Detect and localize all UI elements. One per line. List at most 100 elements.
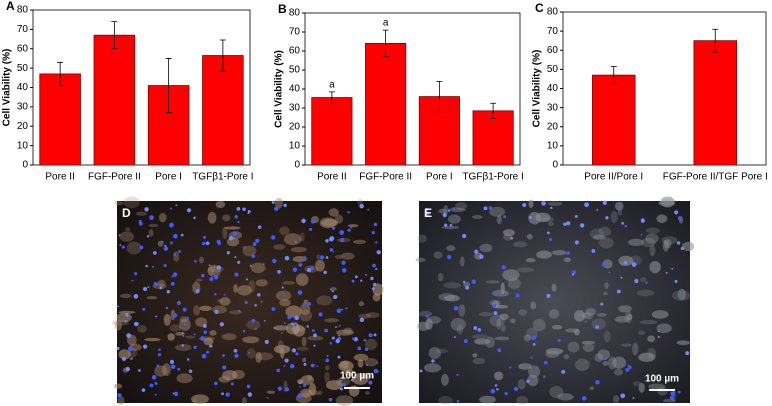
nucleus [128, 346, 133, 352]
texture [334, 214, 344, 224]
nucleus [462, 233, 467, 239]
x-tick-label: Pore I [155, 172, 182, 183]
nucleus [292, 267, 298, 272]
nucleus [165, 307, 168, 309]
nucleus [271, 200, 275, 204]
nucleus [338, 334, 340, 337]
nucleus [219, 322, 224, 327]
nucleus [121, 313, 123, 315]
texture [137, 325, 147, 333]
texture [663, 398, 676, 403]
nucleus [579, 223, 585, 228]
nucleus [251, 318, 256, 323]
nucleus [477, 328, 482, 332]
nucleus [166, 289, 171, 294]
micrograph-d-texture [111, 196, 384, 406]
texture [450, 318, 466, 331]
panel-label: A [6, 0, 15, 13]
texture [242, 245, 257, 257]
nucleus [153, 282, 158, 286]
texture [549, 385, 564, 399]
nucleus [677, 216, 683, 221]
y-tick-label: 50 [547, 64, 559, 75]
texture [176, 373, 193, 384]
texture [645, 233, 659, 244]
nucleus [350, 226, 353, 229]
nucleus [504, 392, 508, 396]
texture [541, 216, 554, 222]
nucleus [488, 206, 493, 210]
nucleus [173, 233, 178, 239]
nucleus [186, 358, 190, 361]
nucleus [234, 256, 237, 259]
nucleus [456, 373, 459, 376]
error-bar [328, 91, 335, 104]
texture [530, 301, 537, 310]
nucleus [442, 213, 447, 218]
nucleus [350, 378, 354, 382]
y-tick-label: 70 [547, 26, 559, 37]
nucleus [351, 279, 355, 283]
nucleus [266, 397, 269, 399]
nucleus [233, 348, 238, 353]
nucleus [596, 208, 599, 211]
nucleus [248, 351, 251, 354]
nucleus [216, 239, 221, 244]
nucleus [608, 271, 611, 274]
nucleus [657, 335, 660, 338]
texture [446, 245, 456, 252]
texture [282, 281, 295, 285]
y-tick-label: 60 [289, 46, 301, 57]
nucleus [584, 202, 589, 208]
panel-label: D [122, 206, 131, 220]
texture [479, 243, 493, 253]
nucleus [634, 278, 639, 284]
nucleus [452, 207, 456, 210]
nucleus [316, 365, 318, 368]
texture [179, 316, 189, 323]
texture [358, 313, 372, 319]
nucleus [221, 392, 224, 396]
texture [344, 369, 355, 376]
nucleus [234, 272, 239, 277]
nucleus [425, 212, 430, 217]
texture [326, 380, 343, 390]
nucleus [226, 251, 230, 255]
nucleus [225, 392, 230, 397]
y-tick-label: 80 [547, 7, 559, 18]
nucleus [574, 215, 578, 218]
nucleus [170, 241, 173, 245]
nucleus [172, 272, 178, 277]
nucleus [340, 237, 345, 242]
nucleus [375, 241, 378, 244]
nucleus [665, 271, 668, 274]
texture [614, 315, 630, 323]
texture [648, 383, 666, 390]
bar [365, 43, 407, 166]
texture [444, 294, 460, 302]
x-tick-label: Pore II [317, 172, 346, 183]
nucleus [284, 255, 290, 261]
texture [308, 383, 317, 396]
texture [532, 318, 546, 332]
texture [603, 330, 611, 343]
texture [195, 278, 203, 282]
texture [438, 208, 448, 214]
texture [585, 308, 597, 316]
nucleus [325, 239, 329, 243]
nucleus [359, 203, 364, 209]
texture [478, 395, 496, 404]
nucleus [319, 255, 325, 260]
nucleus [530, 356, 533, 359]
texture [503, 233, 512, 241]
nucleus [376, 361, 379, 364]
texture [336, 329, 354, 336]
y-tick-label: 80 [289, 8, 301, 19]
nucleus [298, 262, 303, 267]
nucleus [270, 235, 276, 240]
nucleus [376, 250, 381, 255]
nucleus [238, 309, 241, 313]
texture [660, 196, 675, 208]
nucleus [155, 315, 158, 318]
nucleus [234, 353, 239, 359]
